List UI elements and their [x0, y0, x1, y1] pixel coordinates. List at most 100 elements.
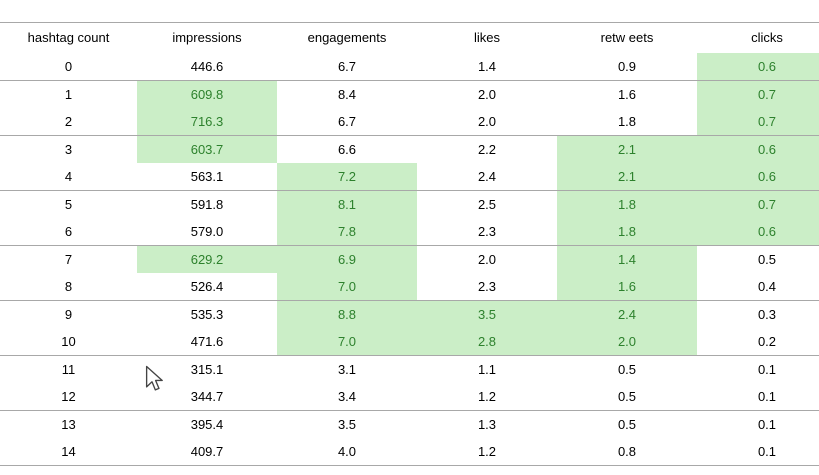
table-row-0: 0 446.6 6.7 1.4 0.9 0.6 [0, 52, 819, 80]
table-row-8: 8 526.4 7.0 2.3 1.6 0.4 [0, 272, 819, 300]
cell-likes-row-14[interactable]: 1.2 [477, 443, 497, 459]
cell-likes-row-8[interactable]: 2.3 [477, 278, 497, 294]
cell-likes-row-7[interactable]: 2.0 [477, 251, 497, 267]
cell-impressions-row-12[interactable]: 344.7 [190, 388, 224, 404]
cell-hashtag-count-row-4[interactable]: 4 [64, 168, 73, 184]
cell-clicks-row-4[interactable]: 0.6 [697, 162, 819, 190]
cell-hashtag-count-row-12[interactable]: 12 [61, 388, 76, 404]
cell-likes-row-5[interactable]: 2.5 [477, 196, 497, 212]
cell-impressions-row-9[interactable]: 535.3 [190, 306, 224, 322]
cell-hashtag-count-row-2[interactable]: 2 [64, 113, 73, 129]
cell-engagements-row-14[interactable]: 4.0 [337, 443, 357, 459]
column-header-retw-eets[interactable]: retw eets [600, 30, 654, 46]
cell-impressions-row-8[interactable]: 526.4 [190, 278, 224, 294]
cell-engagements-row-6[interactable]: 7.8 [277, 217, 417, 245]
cell-impressions-row-14[interactable]: 409.7 [190, 443, 224, 459]
cell-hashtag-count-row-3[interactable]: 3 [64, 141, 73, 157]
cell-clicks-row-12[interactable]: 0.1 [757, 388, 777, 404]
cell-likes-row-11[interactable]: 1.1 [477, 361, 497, 377]
cell-retw-eets-row-1[interactable]: 1.6 [617, 86, 637, 102]
cell-likes-row-9[interactable]: 3.5 [417, 300, 557, 328]
cell-clicks-row-7[interactable]: 0.5 [757, 251, 777, 267]
cell-likes-row-13[interactable]: 1.3 [477, 416, 497, 432]
cell-likes-row-1[interactable]: 2.0 [477, 86, 497, 102]
cell-impressions-row-4[interactable]: 563.1 [190, 168, 224, 184]
cell-clicks-row-13[interactable]: 0.1 [757, 416, 777, 432]
cell-retw-eets-row-0[interactable]: 0.9 [617, 58, 637, 74]
cell-impressions-row-7[interactable]: 629.2 [137, 245, 277, 273]
cell-impressions-row-2[interactable]: 716.3 [137, 107, 277, 135]
cell-retw-eets-row-10[interactable]: 2.0 [557, 327, 697, 355]
cell-retw-eets-row-2[interactable]: 1.8 [617, 113, 637, 129]
cell-engagements-row-13[interactable]: 3.5 [337, 416, 357, 432]
cell-hashtag-count-row-14[interactable]: 14 [61, 443, 76, 459]
cell-clicks-row-10[interactable]: 0.2 [757, 333, 777, 349]
cell-engagements-row-4[interactable]: 7.2 [277, 162, 417, 190]
cell-retw-eets-row-14[interactable]: 0.8 [617, 443, 637, 459]
cell-clicks-row-9[interactable]: 0.3 [757, 306, 777, 322]
column-header-engagements[interactable]: engagements [307, 30, 387, 46]
cell-clicks-row-2[interactable]: 0.7 [697, 107, 819, 135]
cell-hashtag-count-row-9[interactable]: 9 [64, 306, 73, 322]
cell-likes-row-12[interactable]: 1.2 [477, 388, 497, 404]
cell-retw-eets-row-3[interactable]: 2.1 [557, 135, 697, 163]
cell-likes-row-4[interactable]: 2.4 [477, 168, 497, 184]
cell-clicks-row-1[interactable]: 0.7 [697, 80, 819, 108]
cell-clicks-row-11[interactable]: 0.1 [757, 361, 777, 377]
column-header-likes[interactable]: likes [473, 30, 500, 46]
cell-clicks-row-5[interactable]: 0.7 [697, 190, 819, 218]
cell-engagements-row-10[interactable]: 7.0 [277, 327, 417, 355]
cell-retw-eets-row-11[interactable]: 0.5 [617, 361, 637, 377]
column-header-clicks[interactable]: clicks [751, 30, 783, 46]
cell-retw-eets-row-5[interactable]: 1.8 [557, 190, 697, 218]
cell-engagements-row-7[interactable]: 6.9 [277, 245, 417, 273]
cell-clicks-row-8[interactable]: 0.4 [757, 278, 777, 294]
cell-hashtag-count-row-6[interactable]: 6 [64, 223, 73, 239]
cell-retw-eets-row-12[interactable]: 0.5 [617, 388, 637, 404]
cell-retw-eets-row-4[interactable]: 2.1 [557, 162, 697, 190]
cell-engagements-row-2[interactable]: 6.7 [337, 113, 357, 129]
cell-retw-eets-row-7[interactable]: 1.4 [557, 245, 697, 273]
cell-hashtag-count-row-0[interactable]: 0 [64, 58, 73, 74]
cell-hashtag-count-row-7[interactable]: 7 [64, 251, 73, 267]
cell-likes-row-3[interactable]: 2.2 [477, 141, 497, 157]
cell-engagements-row-3[interactable]: 6.6 [337, 141, 357, 157]
cell-clicks-row-6[interactable]: 0.6 [697, 217, 819, 245]
cell-likes-row-10[interactable]: 2.8 [417, 327, 557, 355]
cell-retw-eets-row-6[interactable]: 1.8 [557, 217, 697, 245]
cell-hashtag-count-row-8[interactable]: 8 [64, 278, 73, 294]
cell-engagements-row-9[interactable]: 8.8 [277, 300, 417, 328]
cell-retw-eets-row-9[interactable]: 2.4 [557, 300, 697, 328]
cell-clicks-row-3[interactable]: 0.6 [697, 135, 819, 163]
cell-likes-row-6[interactable]: 2.3 [477, 223, 497, 239]
cell-impressions-row-3[interactable]: 603.7 [137, 135, 277, 163]
cell-impressions-row-5[interactable]: 591.8 [190, 196, 224, 212]
column-header-hashtag-count[interactable]: hashtag count [27, 30, 110, 46]
cell-engagements-row-0[interactable]: 6.7 [337, 58, 357, 74]
cell-impressions-row-6[interactable]: 579.0 [190, 223, 224, 239]
cell-impressions-row-1[interactable]: 609.8 [137, 80, 277, 108]
cell-engagements-row-11[interactable]: 3.1 [337, 361, 357, 377]
cell-clicks-row-0[interactable]: 0.6 [697, 52, 819, 80]
column-header-impressions[interactable]: impressions [172, 30, 242, 46]
cell-engagements-row-8[interactable]: 7.0 [277, 272, 417, 300]
cell-impressions-row-13[interactable]: 395.4 [190, 416, 224, 432]
table-row-5: 5 591.8 8.1 2.5 1.8 0.7 [0, 190, 819, 218]
cell-engagements-row-1[interactable]: 8.4 [337, 86, 357, 102]
cell-retw-eets-row-13[interactable]: 0.5 [617, 416, 637, 432]
cell-hashtag-count-row-10[interactable]: 10 [61, 333, 76, 349]
cell-hashtag-count-row-13[interactable]: 13 [61, 416, 76, 432]
cell-hashtag-count-row-1[interactable]: 1 [64, 86, 73, 102]
cell-retw-eets-row-8[interactable]: 1.6 [557, 272, 697, 300]
cell-engagements-row-5[interactable]: 8.1 [277, 190, 417, 218]
cell-engagements-row-12[interactable]: 3.4 [337, 388, 357, 404]
cell-impressions-row-0[interactable]: 446.6 [190, 58, 224, 74]
cell-hashtag-count-row-11[interactable]: 11 [61, 361, 76, 377]
cell-likes-row-0[interactable]: 1.4 [477, 58, 497, 74]
cell-hashtag-count-row-5[interactable]: 5 [64, 196, 73, 212]
cell-impressions-row-11[interactable]: 315.1 [190, 361, 224, 377]
cell-likes-row-2[interactable]: 2.0 [477, 113, 497, 129]
table-row-10: 10 471.6 7.0 2.8 2.0 0.2 [0, 327, 819, 355]
cell-impressions-row-10[interactable]: 471.6 [190, 333, 224, 349]
cell-clicks-row-14[interactable]: 0.1 [757, 443, 777, 459]
